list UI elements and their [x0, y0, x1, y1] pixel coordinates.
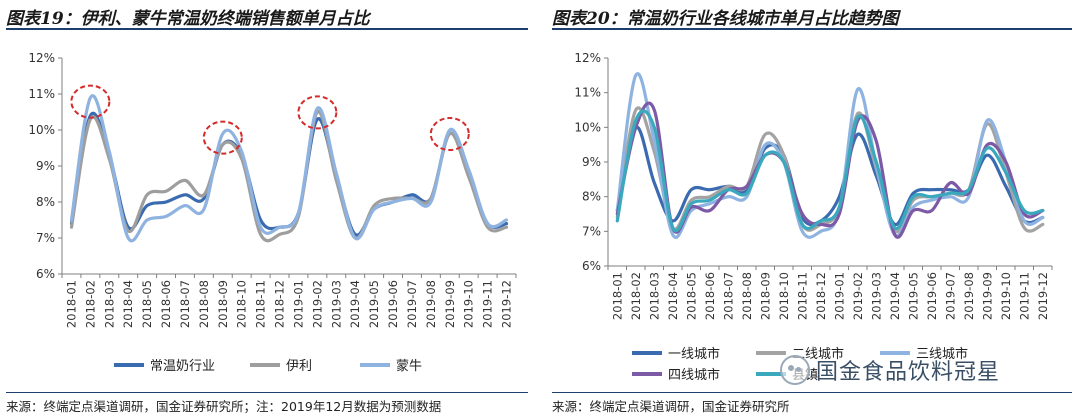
- series-line-4: [615, 109, 1045, 233]
- x-tick-label: 2018-12: [273, 280, 287, 328]
- x-tick-label: 2019-06: [925, 272, 939, 320]
- x-tick-label: 2019-11: [481, 280, 495, 328]
- highlight-ellipse: [70, 84, 111, 119]
- y-tick-label: 10%: [28, 123, 55, 137]
- x-tick-label: 2019-08: [962, 272, 976, 320]
- x-tick-label: 2018-11: [795, 272, 809, 320]
- series-line-2: [69, 94, 509, 243]
- x-tick-label: 2018-12: [814, 272, 828, 320]
- x-tick-label: 2018-07: [178, 280, 192, 328]
- series-line-0: [615, 125, 1045, 227]
- legend-label: 伊利: [286, 359, 312, 374]
- x-tick-label: 2019-10: [999, 272, 1013, 320]
- x-tick-label: 2018-09: [216, 280, 230, 328]
- legend-label: 常温奶行业: [150, 359, 215, 374]
- x-tick-label: 2019-09: [443, 280, 457, 328]
- left-chart: 6% 7% 8% 9% 10% 11% 12% 2018-01 2018-02 2018-03 20…: [28, 51, 517, 374]
- highlight-ellipse: [429, 117, 470, 151]
- x-tick-label: 2018-06: [703, 272, 717, 320]
- x-tick-label: 2019-01: [291, 280, 305, 328]
- legend-label: 三线城市: [916, 346, 968, 362]
- highlight-ellipse: [297, 95, 338, 130]
- right-source: 来源：终端定点渠道调研，国金证券研究所: [552, 399, 790, 414]
- watermark: 国金食品饮料冠星: [780, 354, 1000, 386]
- y-tick-label: 11%: [28, 87, 55, 101]
- x-tick-label: 2019-01: [832, 272, 846, 320]
- right-title-rule: [552, 28, 1072, 30]
- right-bottom-rule: [552, 392, 1072, 393]
- x-tick-label: 2019-05: [367, 280, 381, 328]
- series-line-2: [615, 72, 1045, 239]
- wechat-icon: [780, 355, 810, 385]
- y-tick-label: 7%: [36, 231, 55, 245]
- x-tick-label: 2019-08: [424, 280, 438, 328]
- left-bottom-rule: [6, 392, 528, 393]
- x-tick-label: 2018-10: [777, 272, 791, 320]
- legend-label: 蒙牛: [396, 359, 422, 374]
- x-tick-label: 2018-06: [159, 280, 173, 328]
- x-tick-label: 2019-02: [851, 272, 865, 320]
- y-tick-label: 8%: [36, 195, 55, 209]
- x-tick-label: 2018-01: [610, 272, 624, 320]
- legend-label: 一线城市: [668, 346, 720, 362]
- left-title-rule: [6, 28, 528, 30]
- y-tick-label: 12%: [28, 51, 55, 65]
- x-tick-label: 2019-06: [386, 280, 400, 328]
- x-tick-label: 2018-08: [197, 280, 211, 328]
- legend-label: 四线城市: [668, 367, 720, 383]
- x-tick-label: 2018-05: [684, 272, 698, 320]
- y-tick-label: 9%: [582, 155, 601, 169]
- watermark-text: 国金食品饮料冠星: [816, 360, 1001, 385]
- x-tick-label: 2019-09: [980, 272, 994, 320]
- x-tick-label: 2018-03: [102, 280, 116, 328]
- left-source: 来源：终端定点渠道调研，国金证券研究所；注：2019年12月数据为预测数据: [6, 399, 442, 414]
- x-tick-label: 2019-03: [869, 272, 883, 320]
- x-tick-label: 2018-10: [235, 280, 249, 328]
- x-tick-label: 2018-03: [647, 272, 661, 320]
- left-panel-title: 图表19：伊利、蒙牛常温奶终端销售额单月占比: [6, 9, 370, 29]
- series-line-1: [69, 110, 509, 243]
- right-chart: 6% 7% 8% 9% 10% 11% 12% 2018-01 2018-02 2018-03 20…: [574, 51, 1053, 383]
- x-tick-label: 2018-02: [629, 272, 643, 320]
- x-tick-label: 2019-02: [310, 280, 324, 328]
- highlight-ellipse: [202, 120, 243, 155]
- y-tick-label: 8%: [582, 190, 601, 204]
- y-tick-label: 12%: [574, 51, 601, 65]
- x-tick-label: 2018-04: [121, 280, 135, 328]
- x-tick-label: 2019-07: [943, 272, 957, 320]
- y-tick-label: 9%: [36, 159, 55, 173]
- y-tick-label: 6%: [582, 259, 601, 273]
- y-tick-label: 7%: [582, 224, 601, 238]
- x-tick-label: 2018-04: [666, 272, 680, 320]
- x-tick-label: 2019-10: [462, 280, 476, 328]
- x-tick-label: 2019-12: [500, 280, 514, 328]
- x-tick-label: 2018-07: [721, 272, 735, 320]
- x-tick-label: 2018-08: [740, 272, 754, 320]
- y-tick-label: 11%: [574, 86, 601, 100]
- x-tick-label: 2018-02: [83, 280, 97, 328]
- x-tick-label: 2018-05: [140, 280, 154, 328]
- x-tick-label: 2018-01: [64, 280, 78, 328]
- x-tick-label: 2019-03: [329, 280, 343, 328]
- x-tick-label: 2019-07: [405, 280, 419, 328]
- x-tick-label: 2018-09: [758, 272, 772, 320]
- x-tick-label: 2019-04: [348, 280, 362, 328]
- right-panel-title: 图表20：常温奶行业各线城市单月占比趋势图: [552, 9, 899, 29]
- y-tick-label: 10%: [574, 120, 601, 134]
- x-tick-label: 2019-04: [888, 272, 902, 320]
- y-tick-label: 6%: [36, 267, 55, 281]
- x-tick-label: 2019-05: [906, 272, 920, 320]
- x-tick-label: 2019-12: [1036, 272, 1050, 320]
- x-tick-label: 2019-11: [1017, 272, 1031, 320]
- x-tick-label: 2018-11: [254, 280, 268, 328]
